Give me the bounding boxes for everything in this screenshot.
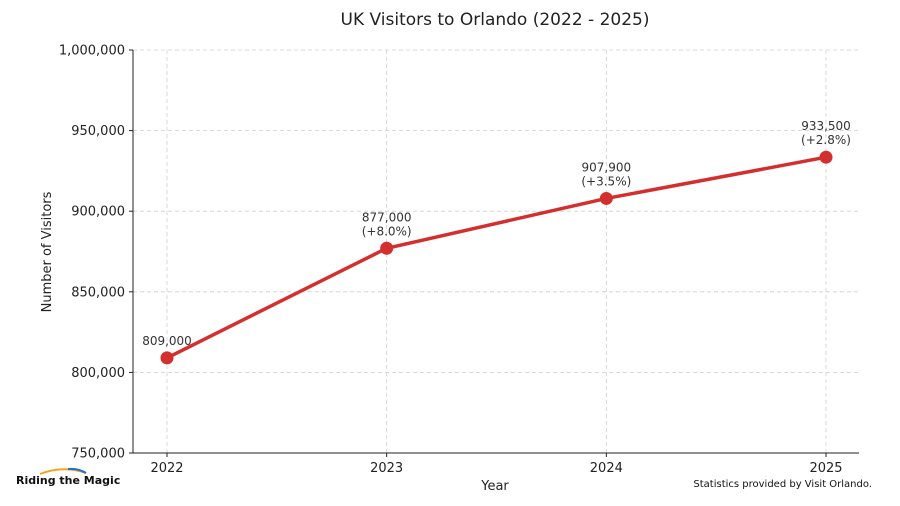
y-tick-label: 1,000,000 [59, 44, 125, 59]
data-label: (+8.0%) [362, 224, 412, 238]
data-label: (+2.8%) [801, 133, 851, 147]
y-tick-label: 850,000 [71, 285, 125, 300]
data-point [819, 150, 833, 164]
data-label: 907,900 [582, 160, 632, 174]
data-labels: 809,000 877,000(+8.0%) 907,900(+3.5%) 933,5… [142, 119, 851, 348]
y-tick-label: 750,000 [71, 447, 125, 462]
x-tick-label: 2022 [150, 461, 183, 476]
data-label: 877,000 [362, 210, 412, 224]
x-tick-label: 2024 [590, 461, 623, 476]
x-tick-label: 2025 [809, 461, 842, 476]
axes [129, 49, 859, 457]
tick-labels: 750,000 800,000 850,000 900,000 950,000 1,000… [59, 44, 843, 477]
series [160, 150, 833, 365]
y-tick-label: 900,000 [71, 205, 125, 220]
data-point [599, 191, 613, 205]
brand-logo: Riding the Magic [16, 474, 121, 487]
brand-logo-arc-icon [39, 467, 87, 475]
y-tick-label: 950,000 [71, 124, 125, 139]
series-line [166, 155, 827, 360]
y-tick-label: 800,000 [71, 366, 125, 381]
grid [133, 49, 859, 454]
x-tick-label: 2023 [370, 461, 403, 476]
x-axis-label: Year [480, 479, 509, 494]
y-axis-label: Number of Visitors [40, 191, 55, 312]
data-label: 809,000 [142, 334, 192, 348]
data-point [160, 351, 174, 365]
data-point [380, 241, 394, 255]
data-label: (+3.5%) [581, 174, 631, 188]
source-note: Statistics provided by Visit Orlando. [693, 479, 872, 490]
chart-title: UK Visitors to Orlando (2022 - 2025) [341, 10, 650, 30]
data-label: 933,500 [801, 119, 851, 133]
